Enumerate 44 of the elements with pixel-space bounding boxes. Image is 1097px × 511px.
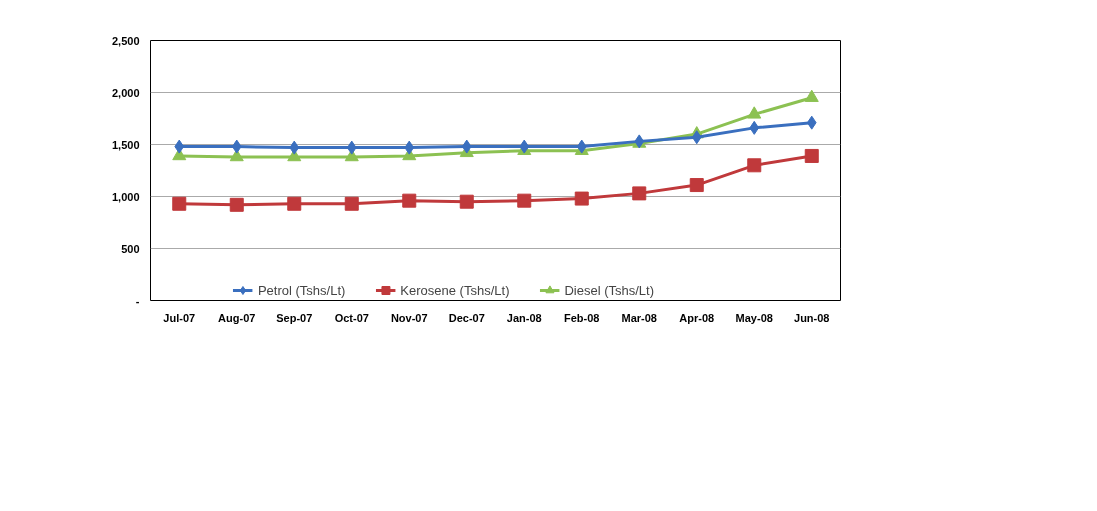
point — [804, 89, 819, 102]
point — [172, 196, 187, 211]
point — [344, 196, 359, 211]
point — [289, 140, 300, 155]
point — [461, 139, 472, 154]
x-tick-label: Jun-08 — [794, 311, 830, 324]
point — [231, 139, 242, 154]
x-tick-label: Dec-07 — [448, 311, 485, 324]
y-tick-label: 500 — [121, 242, 140, 255]
y-tick-label: 2,500 — [111, 34, 140, 47]
point — [574, 191, 589, 206]
x-tick-label: Jul-07 — [163, 311, 196, 324]
point — [229, 197, 244, 212]
point — [747, 158, 762, 173]
x-tick-label: Oct-07 — [334, 311, 369, 324]
point — [174, 139, 185, 154]
point — [287, 196, 302, 211]
point — [749, 120, 760, 135]
point — [632, 186, 647, 201]
x-tick-label: Jan-08 — [506, 311, 542, 324]
x-tick-label: Mar-08 — [621, 311, 657, 324]
legend-label: Diesel (Tshs/Lt) — [564, 282, 655, 298]
y-tick-label: 2,000 — [111, 86, 140, 99]
x-tick-label: Apr-08 — [679, 311, 715, 324]
y-tick-label: 1,000 — [111, 190, 140, 203]
point — [517, 193, 532, 208]
y-tick-label: - — [135, 294, 140, 307]
point — [691, 130, 702, 145]
y-tick-label: 1,500 — [111, 138, 140, 151]
x-tick-label: Sep-07 — [276, 311, 313, 324]
point — [747, 106, 762, 119]
x-tick-label: Aug-07 — [218, 311, 256, 324]
point — [346, 140, 357, 155]
point — [806, 115, 817, 130]
point — [402, 193, 417, 208]
point — [689, 178, 704, 193]
point — [404, 140, 415, 155]
point — [804, 148, 819, 163]
legend-label: Petrol (Tshs/Lt) — [257, 282, 346, 298]
x-tick-label: May-08 — [735, 311, 773, 324]
x-tick-label: Feb-08 — [564, 311, 600, 324]
legend-label: Kerosene (Tshs/Lt) — [400, 282, 510, 298]
x-tick-label: Nov-07 — [390, 311, 428, 324]
point — [459, 194, 474, 209]
